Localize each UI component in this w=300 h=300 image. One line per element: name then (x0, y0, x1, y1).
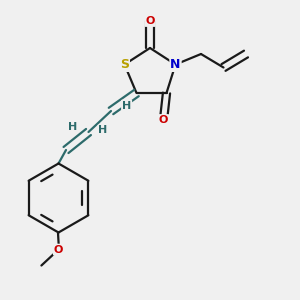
Text: H: H (122, 100, 131, 111)
Text: H: H (68, 122, 77, 132)
Text: O: O (145, 16, 155, 26)
Text: N: N (170, 58, 181, 71)
Text: O: O (159, 115, 168, 125)
Text: O: O (54, 244, 63, 255)
Text: H: H (98, 125, 107, 136)
Text: S: S (120, 58, 129, 71)
